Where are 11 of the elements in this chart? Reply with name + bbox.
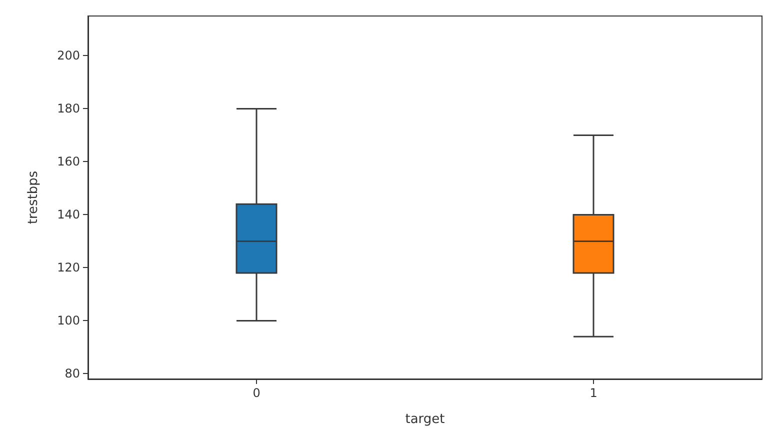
y-tick-label: 180 <box>57 102 80 116</box>
y-tick-label: 120 <box>57 260 80 275</box>
x-tick-label: 0 <box>252 386 260 400</box>
x-tick-label: 1 <box>590 386 598 400</box>
y-tick-label: 100 <box>57 314 80 328</box>
x-axis-title: target <box>405 412 445 427</box>
y-axis-title: trestbps <box>26 170 41 224</box>
y-tick-label: 140 <box>57 208 80 222</box>
y-tick-label: 200 <box>57 48 80 63</box>
y-tick-label: 160 <box>57 154 80 169</box>
y-tick-label: 80 <box>64 366 80 381</box>
